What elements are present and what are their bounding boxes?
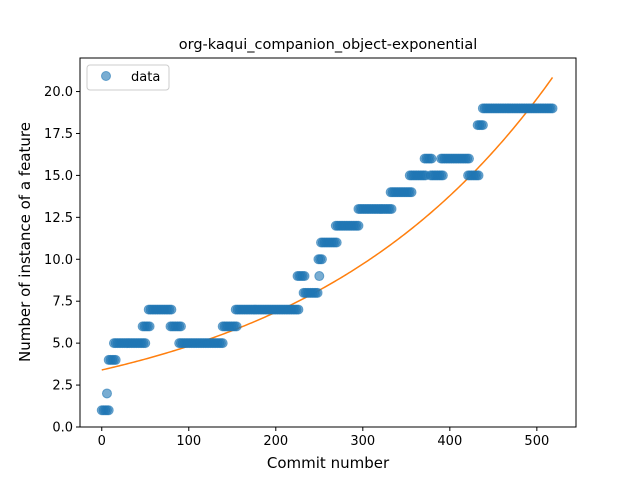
y-tick-label: 2.5 bbox=[52, 379, 73, 394]
legend-label-data: data bbox=[131, 70, 160, 85]
y-axis-ticks: 0.0 2.5 5.0 7.5 10.0 12.5 15.0 17.5 20.0 bbox=[44, 85, 80, 436]
x-axis-ticks: 0 100 200 300 400 500 bbox=[98, 427, 549, 449]
data-point bbox=[477, 120, 488, 131]
y-tick-label: 0.0 bbox=[52, 421, 73, 436]
data-point bbox=[473, 170, 484, 181]
data-point bbox=[217, 338, 228, 349]
legend: data bbox=[86, 64, 170, 91]
y-tick-label: 5.0 bbox=[52, 337, 73, 352]
data-points-layer bbox=[96, 103, 558, 416]
y-tick-label: 12.5 bbox=[44, 211, 73, 226]
data-point bbox=[314, 271, 325, 282]
x-axis-label: Commit number bbox=[267, 454, 390, 472]
y-tick-label: 10.0 bbox=[44, 253, 73, 268]
x-tick-label: 300 bbox=[350, 434, 375, 449]
data-point bbox=[166, 304, 177, 315]
y-tick-label: 17.5 bbox=[44, 127, 73, 142]
data-point bbox=[406, 187, 417, 198]
x-tick-label: 100 bbox=[176, 434, 201, 449]
data-point bbox=[353, 220, 364, 231]
data-point bbox=[175, 321, 186, 332]
data-point bbox=[101, 388, 112, 399]
data-point bbox=[331, 237, 342, 248]
y-tick-label: 20.0 bbox=[44, 85, 73, 100]
x-tick-label: 400 bbox=[437, 434, 462, 449]
fit-line-layer bbox=[101, 77, 554, 371]
data-point bbox=[103, 405, 114, 416]
data-point bbox=[547, 103, 558, 114]
x-tick-label: 200 bbox=[263, 434, 288, 449]
data-point bbox=[386, 203, 397, 214]
legend-marker-data bbox=[101, 71, 111, 81]
data-point bbox=[231, 321, 242, 332]
data-point bbox=[293, 304, 304, 315]
data-point bbox=[316, 254, 327, 265]
y-tick-label: 15.0 bbox=[44, 169, 73, 184]
data-point bbox=[140, 338, 151, 349]
plot-frame bbox=[79, 57, 577, 428]
y-tick-label: 7.5 bbox=[52, 295, 73, 310]
data-point bbox=[144, 321, 155, 332]
data-point bbox=[299, 271, 310, 282]
chart-title: org-kaqui_companion_object-exponential bbox=[179, 37, 477, 53]
data-point bbox=[437, 170, 448, 181]
fit-line bbox=[101, 77, 554, 371]
data-point bbox=[426, 153, 437, 164]
y-axis-label: Number of instance of a feature bbox=[16, 122, 34, 362]
data-point bbox=[110, 354, 121, 365]
x-tick-label: 500 bbox=[524, 434, 549, 449]
x-tick-label: 0 bbox=[98, 434, 106, 449]
data-point bbox=[463, 153, 474, 164]
data-point bbox=[312, 287, 323, 298]
